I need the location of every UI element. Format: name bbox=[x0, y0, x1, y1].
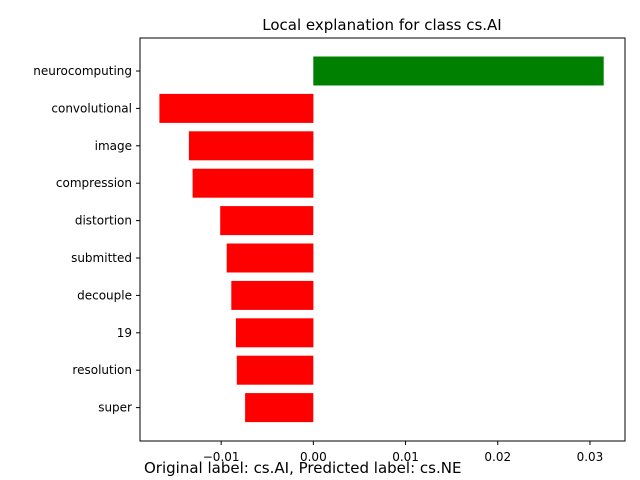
bar-convolutional bbox=[159, 93, 314, 123]
y-tick-label: convolutional bbox=[51, 101, 132, 115]
y-axis-ticks: neurocomputing convolutional image compress… bbox=[33, 64, 140, 415]
y-tick-label: compression bbox=[56, 176, 132, 190]
x-tick-label: 0.03 bbox=[577, 450, 604, 464]
x-axis-ticks: −0.01 0.00 0.01 0.02 0.03 bbox=[203, 441, 604, 464]
bar-submitted bbox=[226, 243, 314, 273]
x-tick-label: 0.01 bbox=[392, 450, 419, 464]
bar-neurocomputing bbox=[313, 56, 604, 86]
bar-super bbox=[245, 393, 314, 423]
bar-distortion bbox=[220, 206, 314, 236]
y-tick-label: decouple bbox=[77, 288, 132, 302]
y-tick-label: distortion bbox=[75, 214, 132, 228]
plot-frame bbox=[139, 37, 626, 442]
x-tick-label: 0.00 bbox=[300, 450, 327, 464]
bars-group bbox=[159, 56, 604, 423]
bar-image bbox=[188, 131, 314, 161]
bar-decouple bbox=[231, 280, 314, 310]
y-tick-label: super bbox=[98, 401, 132, 415]
footer-label: Original label: cs.AI, Predicted label: … bbox=[144, 459, 462, 477]
bar-19 bbox=[235, 318, 314, 348]
x-tick-label: −0.01 bbox=[203, 450, 240, 464]
bar-resolution bbox=[236, 355, 314, 385]
y-tick-label: 19 bbox=[117, 326, 132, 340]
bar-compression bbox=[192, 168, 314, 198]
y-tick-label: neurocomputing bbox=[33, 64, 132, 78]
x-tick-label: 0.02 bbox=[484, 450, 511, 464]
y-tick-label: resolution bbox=[72, 363, 132, 377]
chart-title: Local explanation for class cs.AI bbox=[262, 16, 501, 34]
y-tick-label: image bbox=[95, 139, 132, 153]
y-tick-label: submitted bbox=[71, 251, 132, 265]
